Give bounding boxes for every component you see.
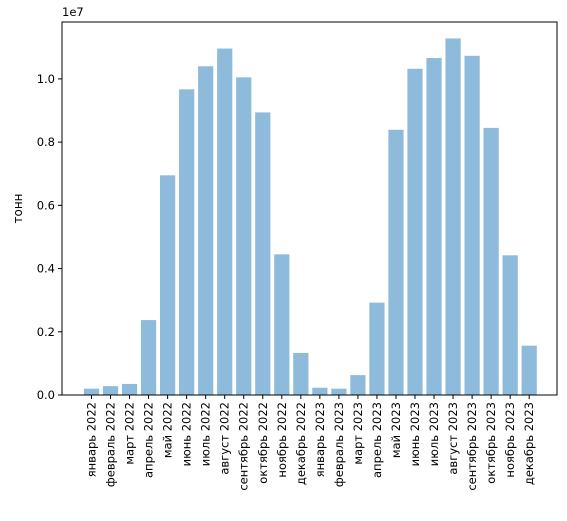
- bars-group: [83, 38, 537, 396]
- bar-20: [445, 38, 461, 395]
- bar-17: [388, 129, 404, 396]
- bar-19: [426, 58, 442, 395]
- x-tick-label: январь 2023: [313, 402, 327, 477]
- bar-9: [236, 77, 252, 395]
- x-tick-label: февраль 2023: [332, 402, 346, 487]
- y-tick-label: 1.0: [37, 72, 55, 86]
- bar-23: [502, 255, 518, 395]
- bar-18: [407, 68, 423, 395]
- y-tick-label: 0.4: [37, 262, 55, 276]
- y-tick-label: 0.2: [37, 325, 55, 339]
- bar-24: [521, 345, 537, 395]
- bar-10: [255, 112, 271, 395]
- y-axis-ticks: 0.0 0.2 0.4 0.6 0.8 1.0: [37, 72, 62, 402]
- x-tick-label: март 2023: [351, 402, 365, 465]
- bar-5: [160, 175, 176, 395]
- bar-1: [83, 388, 100, 395]
- bar-21: [464, 55, 480, 395]
- bar-22: [483, 127, 499, 395]
- x-tick-label: май 2023: [389, 402, 403, 458]
- bar-2: [102, 386, 119, 395]
- x-tick-label: апрель 2023: [370, 402, 384, 478]
- x-tick-label: май 2022: [161, 402, 175, 458]
- x-tick-label: декабрь 2022: [294, 402, 308, 485]
- bar-15: [350, 375, 366, 395]
- x-tick-label: ноябрь 2022: [275, 402, 289, 478]
- bar-3: [121, 383, 138, 395]
- x-tick-label: июль 2022: [199, 402, 213, 466]
- bar-6: [179, 89, 195, 395]
- x-tick-label: январь 2022: [85, 402, 99, 477]
- y-axis-offset-text: 1e7: [62, 5, 84, 19]
- bar-4: [140, 320, 157, 395]
- plot-frame: [61, 21, 558, 396]
- x-tick-label: март 2022: [123, 402, 137, 465]
- bar-7: [198, 66, 214, 395]
- x-tick-label: август 2023: [446, 402, 460, 475]
- x-tick-label: апрель 2022: [142, 402, 156, 478]
- x-tick-label: сентябрь 2022: [237, 402, 251, 491]
- x-tick-label: ноябрь 2023: [503, 402, 517, 478]
- x-tick-label: сентябрь 2023: [465, 402, 479, 491]
- x-tick-label: июнь 2023: [408, 402, 422, 466]
- bar-12: [293, 352, 309, 395]
- bar-14: [331, 388, 347, 395]
- y-tick-label: 0.8: [37, 135, 55, 149]
- x-tick-label: июль 2023: [427, 402, 441, 466]
- bar-13: [312, 387, 328, 395]
- x-tick-label: октябрь 2022: [256, 402, 270, 484]
- bar-11: [274, 254, 290, 395]
- x-tick-label: август 2022: [218, 402, 232, 475]
- y-tick-label: 0.0: [37, 388, 55, 402]
- x-tick-label: июнь 2022: [180, 402, 194, 466]
- x-tick-label: октябрь 2023: [484, 402, 498, 484]
- x-axis-ticks: январь 2022 февраль 2022 март 2022 апрель 2…: [85, 395, 536, 491]
- y-tick-label: 0.6: [37, 198, 55, 212]
- y-axis-label: тонн: [11, 193, 25, 223]
- bar-8: [217, 48, 233, 396]
- x-tick-label: февраль 2022: [104, 402, 118, 487]
- x-tick-label: декабрь 2023: [522, 402, 536, 485]
- bar-16: [369, 302, 385, 395]
